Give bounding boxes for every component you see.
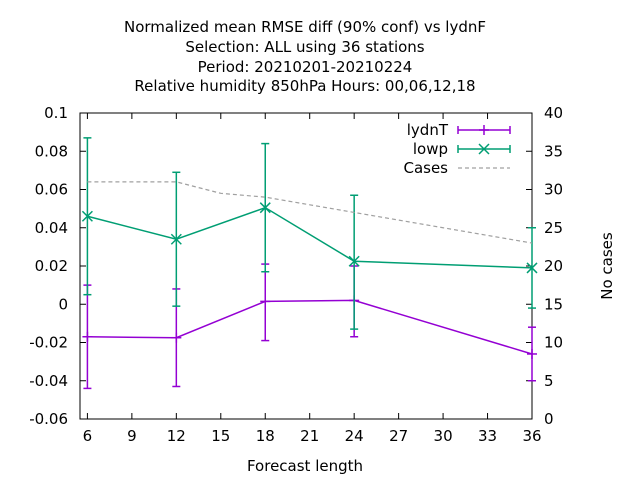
data-point: [527, 348, 537, 359]
y2-tick-label: 30: [544, 181, 563, 199]
data-point: [81, 210, 93, 222]
title-line-2: Selection: ALL using 36 stations: [185, 38, 424, 56]
series-cases: [87, 181, 533, 244]
x-tick-label: 30: [434, 427, 453, 445]
x-tick-label: 15: [211, 427, 230, 445]
data-point: [526, 262, 538, 274]
series-lydnt: [82, 263, 537, 390]
series-line: [87, 299, 533, 355]
y2-tick-label: 0: [544, 410, 554, 428]
series-line: [87, 206, 533, 269]
legend-item-lowp: lowp: [413, 140, 511, 158]
x-axis-label: Forecast length: [247, 457, 363, 475]
x-tick-label: 24: [345, 427, 364, 445]
cross-marker-b: [170, 233, 182, 245]
y-tick-label: 0.08: [35, 142, 68, 160]
cross-marker-b: [348, 255, 360, 267]
title-line-3: Period: 20210201-20210224: [198, 58, 413, 76]
y-tick-label: 0.06: [35, 181, 68, 199]
chart-title: Normalized mean RMSE diff (90% conf) vs …: [124, 18, 486, 95]
y2-tick-label: 15: [544, 295, 563, 313]
legend-item-lydnt: lydnT: [407, 121, 511, 139]
cross-marker-b: [478, 143, 490, 155]
axis-ticks: 6 9 12 15 18 21 24 27 30 33 36 0.1 0.08 0.06 0.04 0.02 0…: [29, 104, 563, 445]
series-line: [87, 181, 533, 244]
cross-marker-b: [81, 210, 93, 222]
data-point: [170, 233, 182, 245]
data-point: [171, 332, 182, 343]
data-point: [348, 255, 360, 267]
data-point: [82, 331, 93, 342]
series-lowp: [81, 137, 538, 330]
y2-tick-label: 10: [544, 334, 563, 352]
cross-marker-b: [526, 262, 538, 274]
title-line-4: Relative humidity 850hPa Hours: 00,06,12…: [134, 77, 475, 95]
x-tick-label: 12: [167, 427, 186, 445]
legend-item-cases: Cases: [403, 159, 510, 177]
y-tick-label: 0.04: [35, 219, 68, 237]
y2-axis-label: No cases: [598, 232, 616, 300]
x-tick-label: 27: [389, 427, 408, 445]
x-tick-label: 21: [300, 427, 319, 445]
x-tick-label: 9: [127, 427, 137, 445]
legend-label: lowp: [413, 140, 448, 158]
title-line-1: Normalized mean RMSE diff (90% conf) vs …: [124, 18, 486, 36]
data-point: [259, 202, 271, 214]
y-tick-label: 0: [58, 295, 68, 313]
x-tick-label: 6: [83, 427, 93, 445]
y-tick-label: -0.06: [29, 410, 68, 428]
data-point: [260, 296, 271, 307]
y2-tick-label: 25: [544, 219, 563, 237]
y-tick-label: 0.02: [35, 257, 68, 275]
series-layer: [81, 137, 538, 390]
cross-marker-b: [259, 202, 271, 214]
x-tick-label: 36: [522, 427, 541, 445]
y2-tick-label: 35: [544, 142, 563, 160]
y-tick-label: -0.04: [29, 372, 68, 390]
y-tick-label: 0.1: [44, 104, 68, 122]
legend-label: lydnT: [407, 121, 449, 139]
y-tick-label: -0.02: [29, 334, 68, 352]
x-tick-label: 18: [256, 427, 275, 445]
y2-tick-label: 20: [544, 257, 563, 275]
legend-label: Cases: [403, 159, 448, 177]
y2-tick-label: 40: [544, 104, 563, 122]
x-tick-label: 33: [478, 427, 497, 445]
y2-tick-label: 5: [544, 372, 554, 390]
